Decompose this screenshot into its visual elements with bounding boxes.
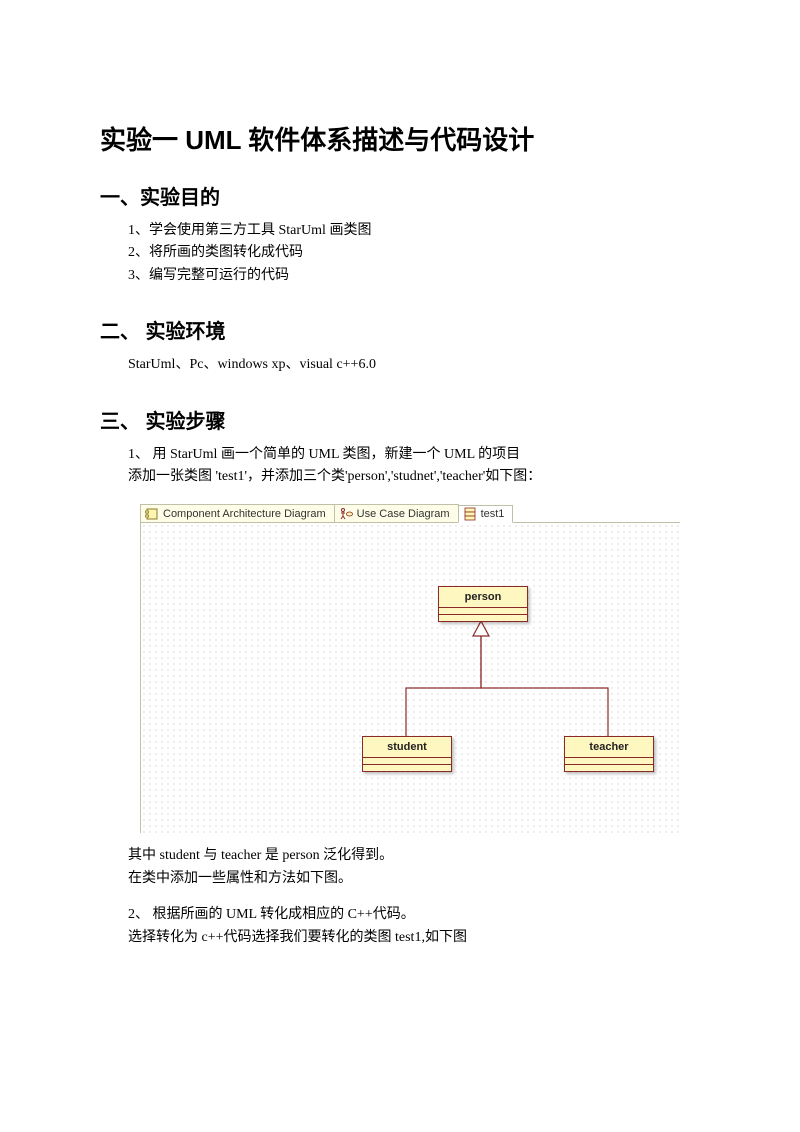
tab-test1[interactable]: test1 (458, 505, 514, 523)
section1-item1: 1、学会使用第三方工具 StarUml 画类图 (100, 220, 700, 242)
section2-heading: 二、 实验环境 (100, 315, 700, 344)
section3-p3: 其中 student 与 teacher 是 person 泛化得到。 (100, 845, 700, 867)
uml-attrs (565, 758, 653, 765)
tab-component-architecture[interactable]: Component Architecture Diagram (140, 504, 335, 522)
uml-attrs (439, 608, 527, 615)
tab-label: test1 (481, 508, 505, 520)
section3-p2: 添加一张类图 'test1'，并添加三个类'person','studnet',… (100, 466, 700, 488)
uml-class-student[interactable]: student (362, 736, 452, 772)
tab-label: Component Architecture Diagram (163, 508, 326, 520)
section3-p1: 1、 用 StarUml 画一个简单的 UML 类图，新建一个 UML 的项目 (100, 444, 700, 466)
uml-ops (439, 615, 527, 621)
section3-p6: 选择转化为 c++代码选择我们要转化的类图 test1,如下图 (100, 927, 700, 949)
tab-bar: Component Architecture Diagram Use Case … (140, 500, 680, 523)
page-title: 实验一 UML 软件体系描述与代码设计 (100, 120, 700, 157)
section3-p4: 在类中添加一些属性和方法如下图。 (100, 868, 700, 890)
uml-class-name: person (439, 587, 527, 608)
uml-class-name: teacher (565, 737, 653, 758)
uml-attrs (363, 758, 451, 765)
use-case-diagram-icon (339, 507, 353, 521)
uml-ops (565, 765, 653, 771)
uml-class-person[interactable]: person (438, 586, 528, 622)
uml-ops (363, 765, 451, 771)
uml-class-teacher[interactable]: teacher (564, 736, 654, 772)
section3-p5: 2、 根据所画的 UML 转化成相应的 C++代码。 (100, 904, 700, 926)
diagram-edges (141, 523, 681, 833)
section1-heading: 一、实验目的 (100, 181, 700, 210)
class-diagram-icon (463, 507, 477, 521)
staruml-screenshot: Component Architecture Diagram Use Case … (140, 500, 680, 833)
section1-item3: 3、编写完整可运行的代码 (100, 265, 700, 287)
section3-heading: 三、 实验步骤 (100, 405, 700, 434)
section1-item2: 2、将所画的类图转化成代码 (100, 242, 700, 264)
tab-label: Use Case Diagram (357, 508, 450, 520)
component-diagram-icon (145, 507, 159, 521)
uml-class-name: student (363, 737, 451, 758)
section2-text: StarUml、Pc、windows xp、visual c++6.0 (100, 354, 700, 376)
tab-use-case[interactable]: Use Case Diagram (334, 504, 459, 522)
diagram-canvas[interactable]: person student teacher (140, 523, 681, 833)
